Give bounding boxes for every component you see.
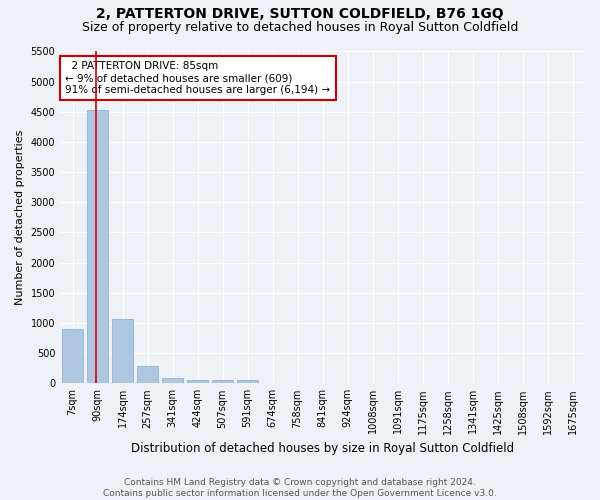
- Bar: [62, 329, 83, 384]
- Y-axis label: Number of detached properties: Number of detached properties: [15, 130, 25, 305]
- Bar: [87, 110, 108, 384]
- Text: 2 PATTERTON DRIVE: 85sqm
← 9% of detached houses are smaller (609)
91% of semi-d: 2 PATTERTON DRIVE: 85sqm ← 9% of detache…: [65, 62, 331, 94]
- Text: Contains HM Land Registry data © Crown copyright and database right 2024.
Contai: Contains HM Land Registry data © Crown c…: [103, 478, 497, 498]
- X-axis label: Distribution of detached houses by size in Royal Sutton Coldfield: Distribution of detached houses by size …: [131, 442, 514, 455]
- Bar: [237, 380, 258, 384]
- Text: Size of property relative to detached houses in Royal Sutton Coldfield: Size of property relative to detached ho…: [82, 21, 518, 34]
- Bar: [137, 366, 158, 384]
- Bar: [187, 380, 208, 384]
- Bar: [212, 380, 233, 384]
- Bar: [162, 378, 183, 384]
- Text: 2, PATTERTON DRIVE, SUTTON COLDFIELD, B76 1GQ: 2, PATTERTON DRIVE, SUTTON COLDFIELD, B7…: [96, 8, 504, 22]
- Bar: [112, 320, 133, 384]
